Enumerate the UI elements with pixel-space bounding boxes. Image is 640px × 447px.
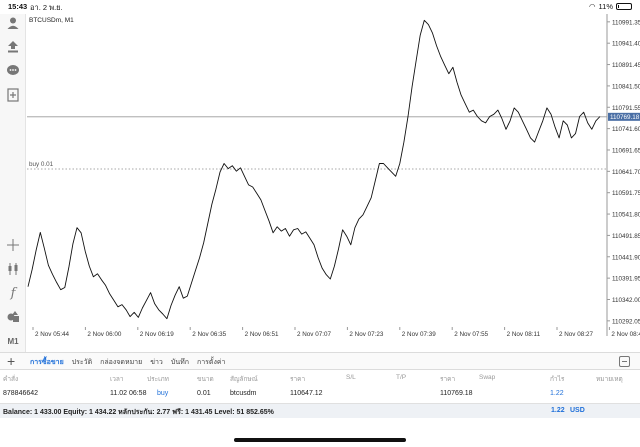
- x-tick-label: 2 Nov 08:11: [507, 331, 541, 338]
- chart-canvas[interactable]: 110991.35 110941.40 110891.45 110841.50 1107…: [27, 14, 640, 352]
- y-tick-label: 110491.85: [612, 233, 640, 240]
- home-indicator[interactable]: [234, 438, 406, 442]
- left-toolbar: f M1: [0, 14, 26, 352]
- balance-bar: Balance: 1 433.00 Equity: 1 434.22 หลักป…: [0, 403, 640, 418]
- x-tick-label: 2 Nov 06:51: [245, 331, 279, 338]
- column-header[interactable]: สัญลักษณ์: [230, 376, 258, 383]
- table-row[interactable]: 878846642 11.02 06:58 buy 0.01 btcusdm 110647…: [0, 388, 640, 402]
- y-tick-label: 110841.50: [612, 83, 640, 90]
- tab-3[interactable]: ข่าว: [150, 359, 163, 366]
- column-header[interactable]: เวลา: [110, 376, 124, 383]
- column-header[interactable]: S/L: [346, 374, 356, 381]
- tab-1[interactable]: ประวัติ: [71, 359, 93, 366]
- y-tick-label: 110391.95: [612, 276, 640, 283]
- x-tick-label: 2 Nov 06:35: [192, 331, 226, 338]
- wifi-icon: ◠: [588, 2, 596, 11]
- x-tick-label: 2 Nov 08:43: [611, 331, 640, 338]
- timeframe-button[interactable]: M1: [7, 336, 19, 346]
- x-tick-label: 2 Nov 06:00: [87, 331, 121, 338]
- x-tick-label: 2 Nov 07:07: [297, 331, 331, 338]
- current-price-label: 110769.18: [610, 114, 640, 121]
- tab-0[interactable]: การซื้อขาย: [30, 359, 64, 366]
- table-cell: 11.02 06:58: [110, 390, 147, 397]
- column-header[interactable]: ประเภท: [147, 376, 169, 383]
- trade-icon[interactable]: [4, 38, 22, 56]
- x-tick-label: 2 Nov 08:27: [559, 331, 593, 338]
- chat-icon[interactable]: [4, 62, 22, 80]
- price-chart[interactable]: 110991.35 110941.40 110891.45 110841.50 1107…: [27, 14, 640, 352]
- price-series-line: [27, 19, 601, 320]
- column-header[interactable]: คำสั่ง: [3, 376, 19, 383]
- battery-fill: [618, 5, 619, 8]
- table-cell: 0.01: [197, 390, 211, 397]
- new-order-icon[interactable]: [4, 86, 22, 104]
- x-tick-label: 2 Nov 07:23: [349, 331, 383, 338]
- y-tick-label: 110891.45: [612, 62, 640, 69]
- status-time: 15:43: [8, 2, 28, 11]
- symbol-label: BTCUSDm, M1: [29, 17, 74, 24]
- table-header: คำสั่ง เวลา ประเภท ขนาด สัญลักษณ์ ราคา S/L T/P ร…: [0, 372, 640, 386]
- order-label: buy 0.01: [29, 161, 54, 168]
- add-icon[interactable]: +: [7, 353, 16, 369]
- y-tick-label: 110641.70: [612, 169, 640, 176]
- account-icon[interactable]: [4, 14, 22, 32]
- expand-panel-icon[interactable]: [619, 356, 630, 367]
- battery-icon: [616, 3, 632, 10]
- battery-percent: 11%: [598, 2, 613, 11]
- y-tick-label: 110741.60: [612, 126, 640, 133]
- column-header[interactable]: ราคา: [440, 376, 456, 383]
- y-tick-label: 110342.00: [612, 297, 640, 304]
- x-tick-label: 2 Nov 07:39: [402, 331, 436, 338]
- table-cell: 878846642: [3, 390, 39, 397]
- column-header[interactable]: T/P: [396, 374, 407, 381]
- column-header[interactable]: ขนาด: [197, 376, 214, 383]
- x-tick-label: 2 Nov 05:44: [35, 331, 69, 338]
- status-date: อา. 2 พ.ย.: [30, 3, 63, 12]
- table-cell: 110647.12: [290, 390, 323, 397]
- column-header[interactable]: หมายเหตุ: [596, 376, 623, 383]
- x-tick-label: 2 Nov 06:19: [140, 331, 174, 338]
- current-price-tag: [608, 112, 640, 121]
- tab-2[interactable]: กล่องจดหมาย: [100, 359, 143, 366]
- candles-icon[interactable]: [4, 260, 22, 278]
- tab-4[interactable]: บันทึก: [170, 359, 189, 366]
- y-tick-label: 110292.05: [612, 318, 640, 325]
- objects-icon[interactable]: [4, 308, 22, 326]
- status-right: ◠ 11%: [589, 2, 632, 11]
- y-tick-label: 110791.55: [612, 105, 640, 112]
- x-tick-label: 2 Nov 07:55: [454, 331, 488, 338]
- table-cell: 1.22: [550, 390, 564, 397]
- table-cell: 110769.18: [440, 390, 473, 397]
- crosshair-icon[interactable]: [4, 236, 22, 254]
- y-tick-label: 110441.90: [612, 254, 640, 261]
- column-header[interactable]: Swap: [479, 374, 496, 381]
- table-cell: buy: [157, 390, 169, 397]
- y-tick-label: 110941.40: [612, 41, 640, 48]
- y-tick-label: 110991.35: [612, 19, 640, 26]
- total-profit: 1.22: [551, 407, 565, 414]
- status-bar: 15:43 อา. 2 พ.ย. ◠ 11%: [0, 0, 640, 14]
- indicator-icon[interactable]: f: [10, 285, 16, 301]
- y-tick-label: 110591.75: [612, 190, 640, 197]
- tabs: การซื้อขาย ประวัติ กล่องจดหมาย ข่าว บันทึก กา…: [30, 357, 225, 368]
- table-cell: btcusdm: [230, 390, 257, 397]
- balance-text: Balance: 1 433.00 Equity: 1 434.22 หลักป…: [3, 409, 274, 416]
- bottom-tab-bar: + การซื้อขาย ประวัติ กล่องจดหมาย ข่าว บันทึก…: [0, 352, 640, 370]
- y-tick-label: 110691.65: [612, 147, 640, 154]
- currency: USD: [570, 407, 585, 414]
- y-tick-label: 110541.80: [612, 212, 640, 219]
- column-header[interactable]: ราคา: [290, 376, 306, 383]
- column-header[interactable]: กำไร: [550, 376, 565, 383]
- tab-5[interactable]: การตั้งค่า: [196, 359, 226, 366]
